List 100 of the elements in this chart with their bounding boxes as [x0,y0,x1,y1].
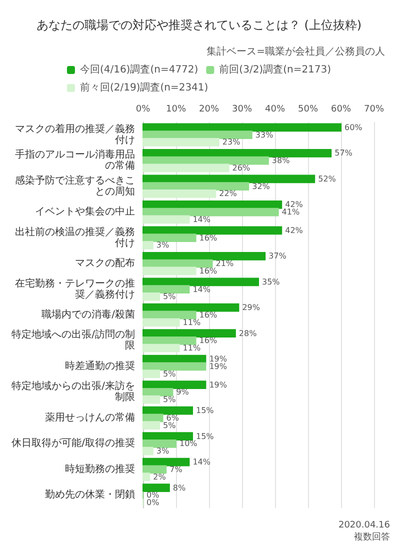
data-label: 5% [163,292,176,302]
y-tick-label: 時差通勤の推奨 [65,360,135,372]
bar [142,138,220,146]
data-label: 16% [199,336,218,346]
legend-label: 前回(3/2)調査(n=2173) [219,64,332,76]
bar [142,240,154,250]
data-label: 38% [272,156,290,166]
bar [142,226,282,235]
legend-label: 前々回(2/19)調査(n=2341) [80,82,208,94]
bar [142,215,190,224]
data-label: 3% [156,240,170,250]
bar [142,465,167,474]
bar [142,156,269,165]
x-tick-label: 70% [364,104,384,114]
bar [142,278,259,286]
data-label: 14% [192,284,211,294]
data-label: 52% [318,174,336,184]
bar [142,190,216,198]
bar [142,421,160,430]
data-label: 11% [182,344,201,353]
bar [142,200,282,209]
bar [142,303,240,312]
bar [142,329,236,338]
data-label: 35% [262,277,280,286]
bar [142,292,160,301]
chart-title: あなたの職場での対応や推奨されていることは？ (上位抜粋) [36,18,362,32]
x-tick-label: 20% [198,104,220,114]
data-label: 19% [209,354,228,364]
x-tick-label: 0% [136,104,151,114]
bar [142,439,176,448]
data-label: 16% [199,233,218,242]
data-label: 41% [282,208,300,217]
data-label: 0% [146,490,160,500]
data-label: 19% [209,380,228,390]
data-label: 10% [180,439,198,448]
bar [142,472,150,481]
bar [142,370,160,378]
data-label: 60% [344,122,363,132]
x-tick-label: 10% [166,104,186,114]
data-label: 6% [166,413,180,422]
bar [142,182,250,191]
data-label: 8% [172,483,186,492]
bar [142,266,196,276]
data-label: 26% [232,163,250,172]
bar [142,208,279,216]
y-tick-label: 手指のアルコール消毒用品の常備 [15,148,135,172]
data-label: 37% [268,252,287,261]
data-label: 33% [255,130,274,140]
data-label: 21% [216,259,234,268]
y-tick-label: 休日取得が可能/取得の推奨 [12,437,135,450]
text: 複数回答 [354,532,390,542]
bar [142,388,174,396]
data-label: 5% [163,420,176,430]
data-label: 15% [196,432,214,441]
data-label: 0% [146,498,160,508]
data-label: 3% [156,446,170,456]
data-label: 5% [163,369,176,378]
y-tick-label: マスクの配布 [75,257,135,270]
bar [142,149,332,158]
bar [142,362,206,371]
chart-subtitle: 集計ベース=職業が会社員／公務員の人 [206,46,386,58]
data-label: 32% [252,182,270,191]
y-tick-label: 在宅勤務・テレワークの推奨／義務付け [15,277,135,300]
data-label: 5% [163,395,176,404]
data-label: 42% [285,200,304,210]
data-label: 22% [219,189,238,198]
x-tick-label: 30% [232,104,252,114]
data-label: 11% [182,318,201,327]
y-tick-label: イベントや集会の中止 [35,206,135,218]
bar [142,446,154,456]
data-label: 42% [285,226,304,235]
data-label: 29% [242,303,260,312]
y-tick-label: 薬用せっけんの常備 [45,411,135,424]
x-tick-label: 60% [330,104,352,114]
bar [142,285,190,294]
bar [142,406,193,415]
bar [142,336,196,345]
bar [142,414,164,422]
data-label: 16% [199,310,218,320]
y-tick-label: 特定地域への出張/訪問の制限 [12,328,135,352]
bar [142,344,180,352]
legend-label: 今回(4/16)調査(n=4772) [80,64,198,76]
bar [142,130,252,140]
y-tick-label: 勤め先の休業・閉鎖 [45,488,135,501]
y-tick-label: 職場内での消毒/殺菌 [42,308,135,320]
data-label: 16% [199,266,218,276]
bar [142,380,206,390]
bar [142,234,196,242]
data-label: 14% [192,458,211,467]
bar [142,395,160,404]
y-tick-label: 感染予防で注意するべきことの周知 [15,174,135,198]
data-label: 2% [153,472,166,482]
x-tick-label: 50% [298,104,318,114]
data-label: 28% [238,328,258,338]
y-tick-label: 時短勤務の推奨 [65,462,135,475]
bar [142,318,180,327]
text: 2020.04.16 [338,520,390,530]
data-label: 9% [176,388,190,397]
bar [142,252,266,260]
y-tick-label: 特定地域からの出張/来訪を制限 [12,380,135,404]
